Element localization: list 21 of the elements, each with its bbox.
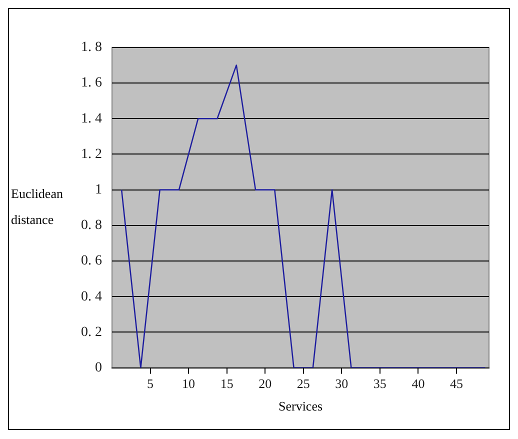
- x-tick-label: 25: [296, 376, 310, 392]
- y-tick-label: 0. 4: [81, 289, 102, 304]
- x-axis-title: Services: [278, 398, 323, 414]
- x-tick-label: 10: [182, 376, 196, 392]
- x-tick-label: 40: [412, 376, 425, 392]
- y-tick-label: 0: [95, 360, 102, 376]
- y-tick-label: 0. 2: [81, 324, 102, 340]
- y-tick-label: 1. 4: [81, 111, 102, 126]
- x-tick-label: 45: [450, 376, 463, 392]
- x-tick-label: 35: [373, 376, 386, 392]
- y-tick-label: 1. 6: [81, 76, 102, 91]
- x-tick-label: 30: [335, 376, 348, 392]
- y-axis-title: Euclidean distance: [11, 185, 64, 229]
- x-tick-label: 20: [258, 376, 272, 392]
- y-tick-label: 1: [95, 182, 102, 198]
- y-tick-label: 1. 8: [81, 40, 102, 56]
- y-tick-label: 1. 2: [81, 146, 102, 162]
- x-tick-label: 15: [220, 376, 234, 392]
- y-tick-label: 0. 8: [81, 218, 102, 234]
- x-tick-label: 5: [147, 376, 154, 392]
- y-tick-label: 0. 6: [81, 254, 102, 269]
